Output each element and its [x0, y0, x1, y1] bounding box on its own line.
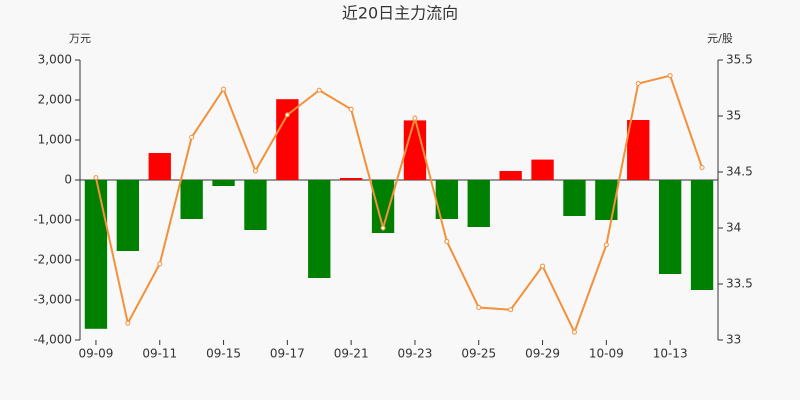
y-tick-label: -4,000 [33, 333, 72, 347]
bar [595, 180, 618, 220]
price-point [316, 87, 322, 93]
price-point [412, 115, 418, 121]
bar [148, 153, 171, 180]
x-tick-label: 09-17 [270, 347, 305, 361]
bar [339, 178, 363, 180]
price-point [348, 106, 354, 112]
y2-tick-label: 34 [726, 221, 741, 235]
bar [467, 180, 490, 227]
price-point [284, 112, 290, 118]
price-point [221, 86, 227, 92]
y-axis-label: 万元 [69, 32, 91, 45]
x-tick-label: 09-23 [398, 347, 433, 361]
y2-tick-label: 35 [726, 109, 741, 123]
bar [116, 180, 140, 251]
bar [244, 180, 267, 230]
y-tick-label: 2,000 [38, 93, 72, 107]
y-tick-label: 3,000 [38, 53, 72, 67]
bar [308, 180, 331, 278]
price-point [252, 168, 258, 174]
y-tick-label: 0 [64, 173, 72, 187]
price-point [508, 307, 514, 313]
y2-axis-label: 元/股 [707, 32, 733, 45]
x-tick-label: 09-11 [142, 347, 177, 361]
y-tick-label: -2,000 [33, 253, 72, 267]
price-point [444, 238, 450, 244]
bar [658, 180, 682, 274]
x-tick-label: 10-09 [589, 347, 624, 361]
y-tick-label: -3,000 [33, 293, 72, 307]
price-point [603, 242, 609, 248]
x-tick-label: 09-25 [461, 347, 496, 361]
bar [84, 180, 108, 329]
bar [276, 99, 299, 180]
price-line [94, 74, 703, 335]
y-tick-label: 1,000 [38, 133, 72, 147]
price-point [699, 165, 705, 171]
price-point [380, 225, 386, 231]
y-tick-label: -1,000 [33, 213, 72, 227]
x-tick-label: 09-29 [525, 347, 560, 361]
bar [627, 120, 650, 180]
bar [499, 171, 522, 180]
price-point [157, 261, 163, 267]
bar [212, 180, 235, 186]
y2-tick-label: 33 [726, 333, 741, 347]
bar [690, 180, 714, 290]
bar [435, 180, 459, 219]
y2-tick-label: 33.5 [726, 277, 753, 291]
y2-tick-label: 35.5 [726, 53, 753, 67]
price-point [540, 263, 546, 269]
price-point [476, 305, 482, 311]
x-tick-label: 09-15 [206, 347, 241, 361]
chart-title: 近20日主力流向 [342, 4, 458, 23]
price-point [667, 73, 673, 79]
price-point [189, 134, 195, 140]
bar [180, 180, 203, 219]
price-point [571, 329, 577, 335]
x-tick-label: 09-09 [79, 347, 114, 361]
bar [563, 180, 586, 216]
y2-tick-label: 34.5 [726, 165, 753, 179]
bar [371, 180, 395, 233]
bar [531, 159, 554, 180]
x-tick-label: 09-21 [334, 347, 369, 361]
x-tick-label: 10-13 [653, 347, 688, 361]
price-point [125, 320, 131, 326]
price-point [93, 175, 99, 181]
price-point [635, 81, 641, 87]
